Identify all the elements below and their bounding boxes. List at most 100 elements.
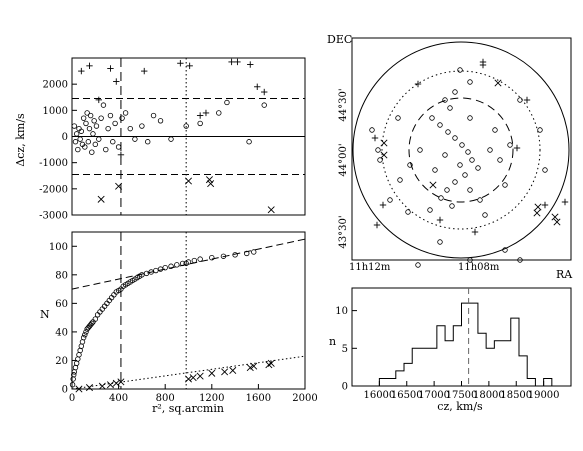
circle-point	[83, 329, 89, 335]
panel-sky-ra-tick-2: 11h08m	[458, 262, 500, 273]
ytick-label: -1000	[39, 158, 68, 169]
circle-point	[429, 115, 435, 121]
circle-point	[449, 203, 455, 209]
cross-point	[380, 139, 388, 147]
plus-point	[78, 67, 85, 75]
panel-velocity-points	[71, 58, 275, 214]
circle-point	[437, 122, 443, 128]
plus-point	[436, 216, 444, 224]
circle-point	[405, 209, 411, 215]
plus-point	[234, 58, 241, 66]
ytick-label: 10	[335, 306, 348, 317]
circle-point	[475, 165, 481, 171]
plus-point	[561, 198, 569, 206]
plus-point	[186, 62, 193, 70]
circle-point	[157, 118, 164, 124]
panel-cumulative-xticks: 0 400 800 1200 1600 2000	[69, 384, 318, 404]
circle-point	[96, 136, 102, 142]
histogram-bar	[486, 348, 494, 386]
panel-cumulative-yticks: 0 20 40 60 80 100	[49, 242, 77, 396]
circle-point	[162, 264, 168, 271]
circle-point	[444, 187, 450, 193]
circle-point	[197, 256, 203, 262]
plus-point	[196, 112, 204, 119]
circle-point	[517, 97, 523, 103]
ytick-label: 80	[55, 270, 68, 281]
circle-point	[150, 112, 157, 119]
plus-point	[247, 61, 254, 68]
panel-cumulative-frame	[71, 231, 306, 390]
circle-point	[143, 270, 150, 277]
panel-velocity-guides	[72, 58, 305, 215]
circle-point	[89, 320, 95, 327]
plus-point	[95, 96, 102, 104]
xtick-label: 18500	[500, 390, 532, 401]
histogram-bar	[453, 326, 461, 386]
histogram-bar	[494, 341, 502, 386]
xtick-label: 18000	[473, 390, 505, 401]
circle-point	[98, 115, 104, 121]
outer-circle	[352, 41, 570, 259]
circle-point	[469, 157, 475, 163]
xtick-label: 16500	[391, 390, 423, 401]
circle-point	[465, 149, 471, 155]
circle-point	[375, 147, 381, 153]
panel-velocity-yticks: 2000 1000 0 -1000 -2000 -3000	[39, 80, 77, 222]
circle-point	[537, 127, 543, 133]
panel-cumulative-ylabel: N	[40, 308, 50, 321]
circle-point	[84, 110, 90, 116]
xtick-label: 800	[156, 393, 175, 404]
circle-point	[432, 167, 438, 173]
cross-point	[553, 218, 561, 226]
circle-point	[445, 129, 451, 135]
ytick-label: 0	[342, 382, 348, 393]
circle-point	[407, 162, 413, 168]
circle-point	[168, 263, 174, 269]
cross-point	[75, 385, 83, 393]
ytick-label: 100	[49, 242, 68, 253]
circle-point	[216, 110, 222, 116]
circle-point	[467, 257, 473, 263]
panel-histogram-ylabel: n	[329, 335, 336, 348]
ytick-label: 1000	[43, 106, 68, 117]
circle-point	[92, 316, 98, 322]
plus-point	[254, 83, 261, 90]
circle-point	[482, 212, 488, 218]
circle-point	[467, 79, 473, 85]
ytick-label: 60	[55, 299, 68, 310]
cross-point	[250, 362, 258, 370]
panel-velocity-ylabel: Δcz, km/s	[14, 113, 27, 167]
circle-point	[77, 136, 83, 142]
circle-point	[492, 127, 498, 133]
plus-point	[86, 62, 93, 70]
histogram-bar	[527, 378, 535, 386]
cross-point	[97, 195, 105, 203]
panel-sky-frame	[351, 37, 572, 261]
circle-point	[103, 146, 109, 153]
cross-point	[85, 384, 93, 392]
circle-point	[244, 250, 250, 257]
histogram-bar	[503, 341, 511, 386]
plus-point	[261, 88, 268, 96]
circle-point	[71, 369, 78, 375]
circle-point	[477, 197, 483, 203]
xtick-label: 1200	[199, 393, 224, 404]
dotted-circle	[381, 70, 541, 230]
circle-point	[153, 267, 159, 274]
circle-point	[78, 343, 85, 349]
xtick-label: 0	[69, 393, 75, 404]
cross-point	[205, 176, 213, 184]
plus-point	[379, 201, 387, 209]
circle-point	[517, 257, 523, 263]
cross-point	[207, 180, 215, 188]
plus-point	[113, 78, 120, 85]
circle-point	[75, 146, 81, 153]
circle-point	[122, 110, 129, 116]
cross-point	[196, 372, 204, 380]
dec-tick-label: 44°00'	[338, 143, 349, 176]
cross-point	[494, 79, 502, 87]
circle-point	[502, 247, 508, 253]
plus-point	[479, 58, 487, 66]
circle-point	[437, 239, 443, 245]
